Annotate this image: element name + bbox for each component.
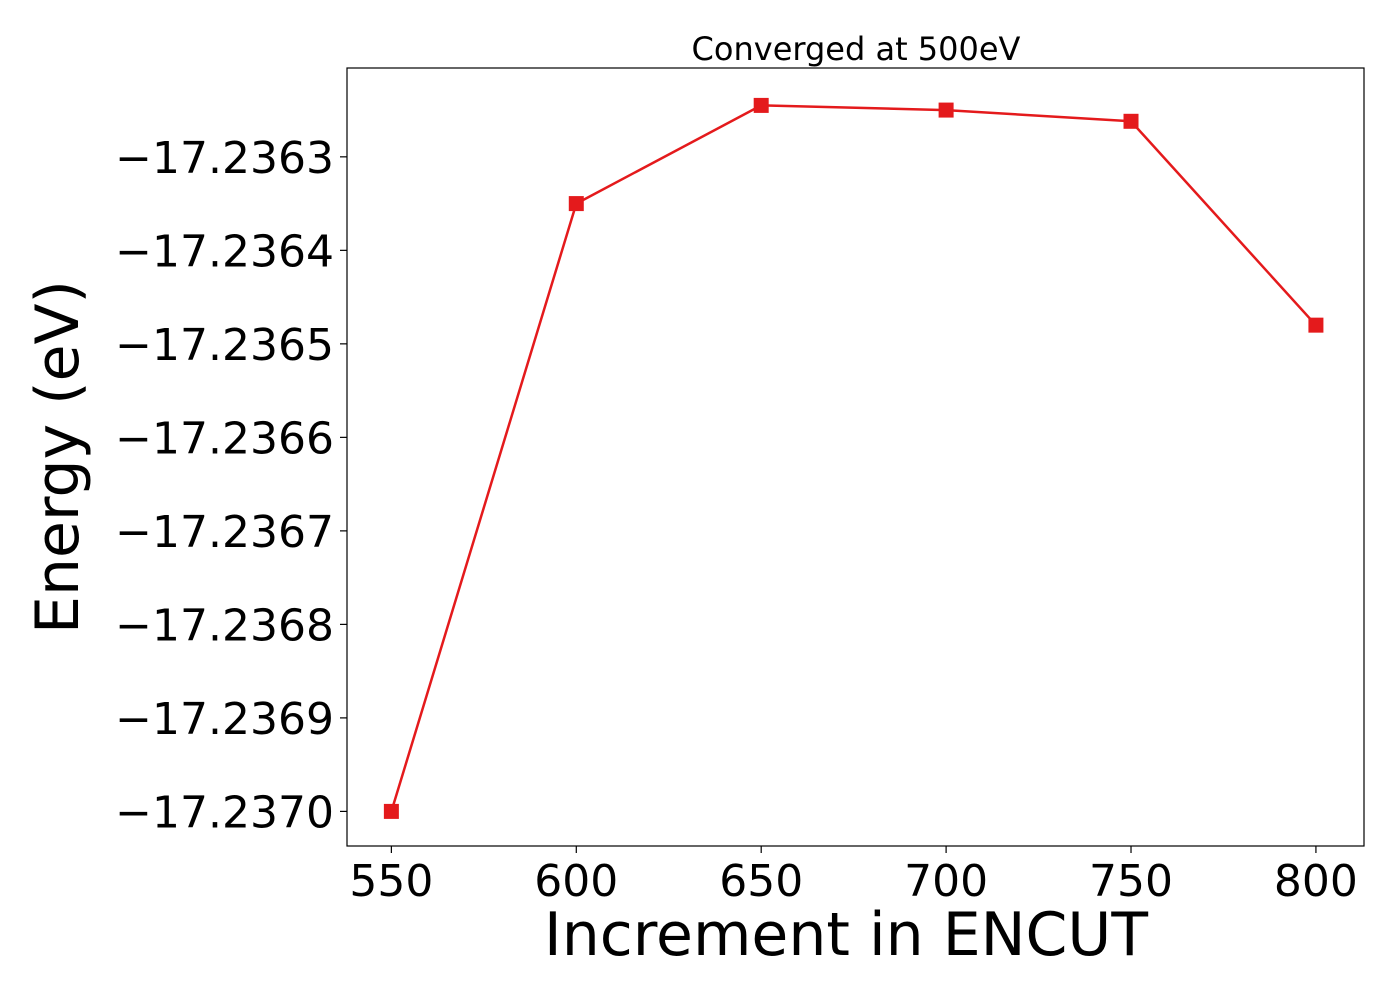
y-tick-label: −17.2365 <box>115 320 334 371</box>
x-tick-label: 600 <box>534 856 618 907</box>
y-axis-title: Energy (eV) <box>23 280 93 634</box>
y-tick-label: −17.2364 <box>115 226 334 277</box>
y-tick-label: −17.2368 <box>115 600 334 651</box>
y-tick-label: −17.2369 <box>115 694 334 745</box>
data-point <box>1308 317 1324 333</box>
series-line <box>390 104 1317 812</box>
data-point <box>568 196 584 212</box>
data-point <box>1123 113 1139 129</box>
data-point <box>938 102 954 118</box>
x-axis-title: Increment in ENCUT <box>544 900 1148 970</box>
axes-frame <box>346 67 1365 847</box>
x-tick-label: 650 <box>719 856 803 907</box>
x-tick-label: 750 <box>1089 856 1173 907</box>
x-tick-label: 700 <box>904 856 988 907</box>
y-tick-label: −17.2363 <box>115 133 334 184</box>
y-tick-label: −17.2366 <box>115 413 334 464</box>
data-point <box>753 97 769 113</box>
chart-title: Converged at 500eV <box>692 30 1021 68</box>
y-tick-label: −17.2370 <box>115 787 334 838</box>
x-tick-label: 550 <box>349 856 433 907</box>
y-tick-label: −17.2367 <box>115 507 334 558</box>
data-point <box>383 803 399 819</box>
x-tick-label: 800 <box>1274 856 1358 907</box>
plot-area: 550 600 650 700 750 800 −17.2370 −17.2369 −17.23… <box>115 67 1365 907</box>
